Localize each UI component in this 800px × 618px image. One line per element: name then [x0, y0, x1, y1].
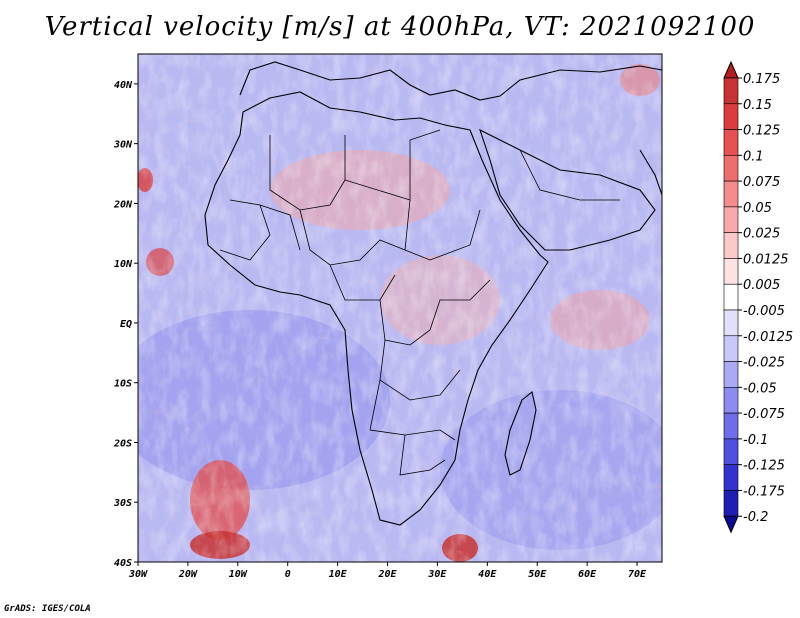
- lon-tick-label: 60E: [578, 569, 597, 580]
- colorbar-label: -0.005: [743, 304, 785, 319]
- africa-coastline: [204, 91, 549, 526]
- colorbar-label: -0.0125: [743, 330, 793, 345]
- colorbar-swatch: [723, 309, 739, 337]
- longitude-axis: 30W 20W 10W 0 10E 20E 30E 40E 50E 60E 70E: [128, 562, 647, 580]
- colorbar-label: 0.175: [743, 72, 780, 87]
- lon-tick-label: 40E: [478, 569, 497, 580]
- grads-credit: GrADS: IGES/COLA: [4, 604, 91, 614]
- colorbar-swatch: [723, 438, 739, 465]
- lat-tick-label: 30N: [113, 140, 133, 151]
- lat-tick-label: 40N: [114, 80, 133, 91]
- india-coastline: [639, 149, 662, 196]
- europe-coastline: [239, 61, 662, 101]
- colorbar-swatch: [723, 206, 739, 233]
- colorbar-label: -0.05: [743, 381, 777, 396]
- colorbar-swatch: [723, 232, 739, 259]
- colorbar-swatch: [723, 335, 739, 362]
- lon-tick-label: 20E: [377, 569, 397, 580]
- lat-tick-label: 40S: [114, 558, 132, 569]
- colorbar-swatch: [723, 180, 739, 208]
- colorbar-swatch: [723, 155, 739, 182]
- colorbar-swatch: [723, 387, 739, 414]
- lon-tick-label: 70E: [628, 569, 647, 580]
- colorbar-label: 0.005: [743, 278, 780, 293]
- field-texture-red: [138, 54, 662, 562]
- lon-tick-label: 50E: [528, 569, 547, 580]
- lat-tick-label: 10N: [114, 259, 133, 270]
- colorbar-swatch: [723, 258, 739, 285]
- madagascar-coastline: [504, 391, 537, 476]
- colorbar-label: -0.1: [743, 433, 768, 448]
- lat-tick-label: 10S: [114, 379, 132, 390]
- colorbar-min-arrow: [723, 515, 739, 534]
- colorbar-label: 0.15: [743, 98, 772, 113]
- colorbar-swatch: [723, 77, 739, 105]
- colorbar-label: 0.075: [743, 175, 780, 190]
- map-title: Vertical velocity [m/s] at 400hPa, VT: 2…: [44, 12, 756, 42]
- colorbar-label: -0.075: [743, 407, 785, 422]
- arabia-coastline: [479, 128, 656, 251]
- colorbar-label: -0.2: [743, 510, 768, 525]
- colorbar-swatch: [723, 464, 739, 491]
- colorbar-label: -0.125: [743, 459, 785, 474]
- map-frame: [137, 53, 663, 563]
- colorbar-swatch: [723, 361, 739, 388]
- lon-tick-label: 0: [285, 569, 291, 580]
- colorbar-label: 0.0125: [743, 252, 789, 267]
- lon-tick-label: 30E: [427, 569, 447, 580]
- colorbar-swatch: [723, 283, 739, 311]
- latitude-axis: 40N 30N 20N 10N EQ 10S 20S 30S 40S: [113, 80, 138, 569]
- colorbar: 0.175 0.15 0.125 0.1 0.075 0.05 0.025 0.0125 0.0…: [723, 60, 793, 534]
- colorbar-swatch: [723, 103, 739, 130]
- colorbar-label: 0.1: [743, 149, 764, 164]
- colorbar-label: 0.125: [743, 124, 780, 139]
- lon-tick-label: 20W: [178, 569, 198, 580]
- lon-tick-label: 10E: [329, 569, 348, 580]
- lon-tick-label: 30W: [128, 569, 148, 580]
- colorbar-max-arrow: [723, 60, 739, 79]
- lat-tick-label: EQ: [120, 319, 132, 330]
- colorbar-label: -0.025: [743, 356, 785, 371]
- colorbar-swatch: [723, 412, 739, 440]
- country-borders: [219, 129, 620, 476]
- lat-tick-label: 20S: [113, 438, 132, 449]
- colorbar-swatch: [723, 490, 739, 517]
- colorbar-label: 0.05: [743, 201, 772, 216]
- colorbar-swatch: [723, 129, 739, 156]
- colorbar-label: -0.175: [743, 484, 785, 499]
- lon-tick-label: 10W: [229, 569, 248, 580]
- map-panel: [138, 54, 662, 562]
- coastlines: [204, 61, 662, 526]
- lat-tick-label: 20N: [113, 199, 133, 210]
- colorbar-label: 0.025: [743, 227, 780, 242]
- lat-tick-label: 30S: [113, 498, 132, 509]
